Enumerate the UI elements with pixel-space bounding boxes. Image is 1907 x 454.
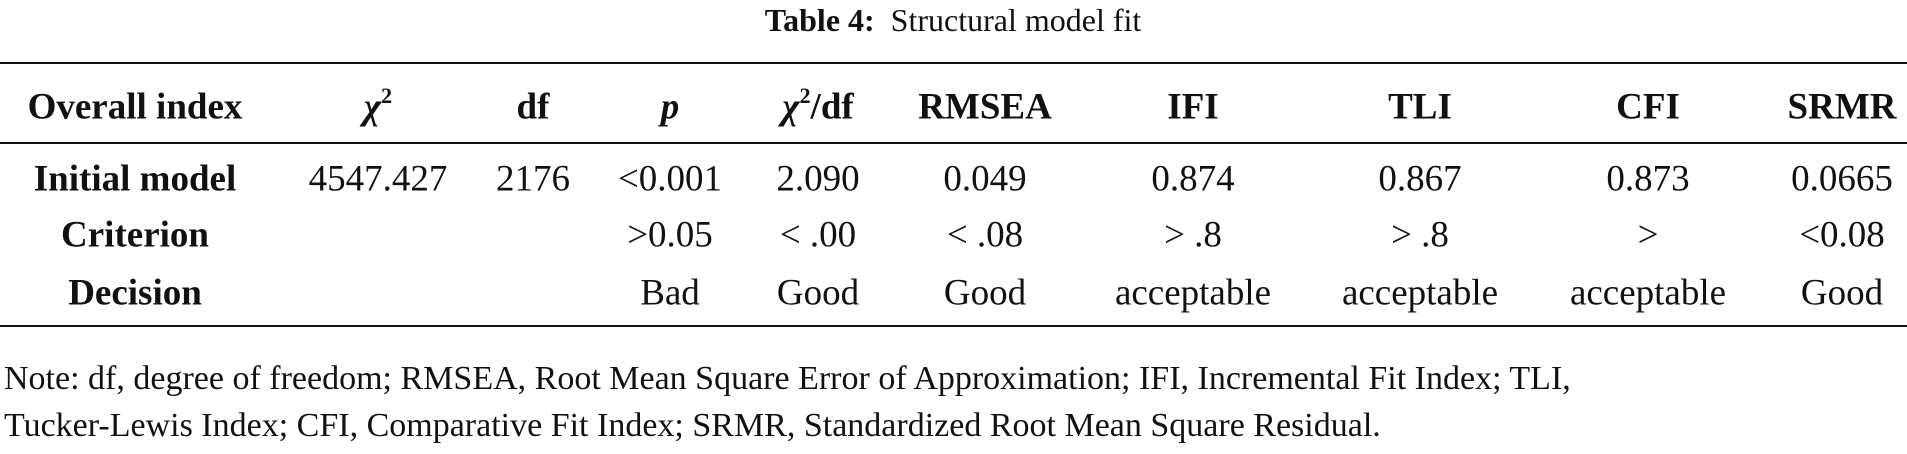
- table-cell: > .8: [1164, 214, 1222, 256]
- header-superscript: 2: [799, 82, 811, 108]
- table-cell: Good: [1800, 272, 1884, 314]
- header-cell: SRMR: [1787, 86, 1897, 128]
- header-cell: df: [516, 86, 550, 128]
- table-cell: 0.867: [1378, 158, 1462, 200]
- table-cell: >: [1637, 214, 1659, 256]
- table-cell: > .8: [1391, 214, 1449, 256]
- table-cell: 0.874: [1151, 158, 1235, 200]
- table-cell: 4547.427: [308, 158, 448, 200]
- header-suffix: /df: [810, 86, 854, 128]
- header-cell: Overall index: [27, 86, 243, 128]
- header-symbol: χ: [782, 86, 800, 128]
- table-cell: 0.0665: [1791, 158, 1893, 200]
- caption-text: Structural model fit: [890, 2, 1142, 38]
- row-label: Criterion: [61, 214, 209, 256]
- header-cell: IFI: [1167, 86, 1219, 128]
- table-cell: < .08: [946, 214, 1024, 256]
- table-note: Tucker-Lewis Index; CFI, Comparative Fit…: [4, 407, 1381, 444]
- header-cell: p: [660, 86, 680, 128]
- table-cell: Good: [776, 272, 860, 314]
- table-cell: 2.090: [776, 158, 860, 200]
- table-caption: Table 4: Structural model fit: [765, 4, 1142, 36]
- table-cell: Good: [943, 272, 1027, 314]
- row-label: Decision: [68, 272, 202, 314]
- table-cell: 0.049: [943, 158, 1027, 200]
- table-note: Note: df, degree of freedom; RMSEA, Root…: [4, 360, 1571, 397]
- header-cell: χ2: [363, 84, 392, 128]
- header-symbol: χ: [363, 86, 382, 128]
- caption-label: Table 4:: [764, 2, 875, 38]
- row-label: Initial model: [33, 158, 237, 200]
- table-cell: Bad: [640, 272, 700, 314]
- table-cell: 0.873: [1606, 158, 1690, 200]
- table-cell: acceptable: [1114, 272, 1272, 314]
- table-cell: >0.05: [627, 214, 713, 256]
- table-cell: <0.001: [617, 158, 723, 200]
- top-rule: [0, 62, 1907, 64]
- header-cell: χ2/df: [782, 84, 854, 128]
- table-cell: acceptable: [1341, 272, 1499, 314]
- bottom-rule: [0, 325, 1907, 327]
- table-cell: <0.08: [1799, 214, 1885, 256]
- header-rule: [0, 142, 1907, 144]
- table-cell: < .00: [779, 214, 857, 256]
- header-cell: RMSEA: [918, 86, 1052, 128]
- header-superscript: 2: [381, 82, 393, 108]
- table-cell: acceptable: [1569, 272, 1727, 314]
- header-cell: CFI: [1616, 86, 1680, 128]
- header-cell: TLI: [1388, 86, 1452, 128]
- table-cell: 2176: [496, 158, 570, 200]
